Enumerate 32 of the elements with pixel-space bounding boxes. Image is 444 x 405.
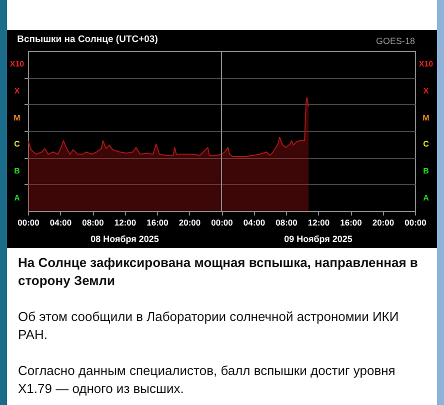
x-tick-label: 16:00 [146,218,169,228]
text: C [423,140,429,149]
text: X10 [418,60,434,69]
text: X [14,86,20,96]
x-tick-label: 08:00 [276,218,298,228]
text: B [423,166,429,176]
x2-tick-label: 08 Ноября 2025 [90,234,159,244]
x2-tick-label: 09 Ноября 2025 [284,234,352,244]
text: M [14,113,20,122]
x-tick-label: 12:00 [114,218,136,228]
text: C [14,140,20,149]
text: B [14,166,20,176]
chart-title: Вспышки на Солнце (UTC+03) [17,34,158,45]
text: На Солнце зафиксирована мощная вспышка, направленная в сторону Земли [18,254,419,290]
x-tick-label: 20:00 [178,218,201,228]
x-tick-label: 08:00 [82,218,104,228]
text: X [423,86,429,96]
x-tick-label: 20:00 [372,218,394,228]
text: A [423,193,429,202]
text: Согласно данным специалистов, балл вспышки достиг уровня X1.79 — одного из высших. [18,362,396,398]
x-tick-label: 04:00 [243,218,266,228]
text: GOES-18 [376,36,415,46]
text: X10 [10,60,24,69]
x-tick-label: 12:00 [308,218,330,228]
x-tick-label: 00:00 [18,218,40,228]
x-tick-label: 04:00 [50,218,72,228]
text: Об этом сообщили в Лаборатории солнечной астрономии ИКИ РАН. [18,308,400,344]
x-tick-label: 00:00 [211,218,234,228]
x-tick-label: 16:00 [340,218,362,228]
text: A [14,193,20,202]
text: M [422,113,430,122]
x-tick-label: 00:00 [404,218,427,228]
